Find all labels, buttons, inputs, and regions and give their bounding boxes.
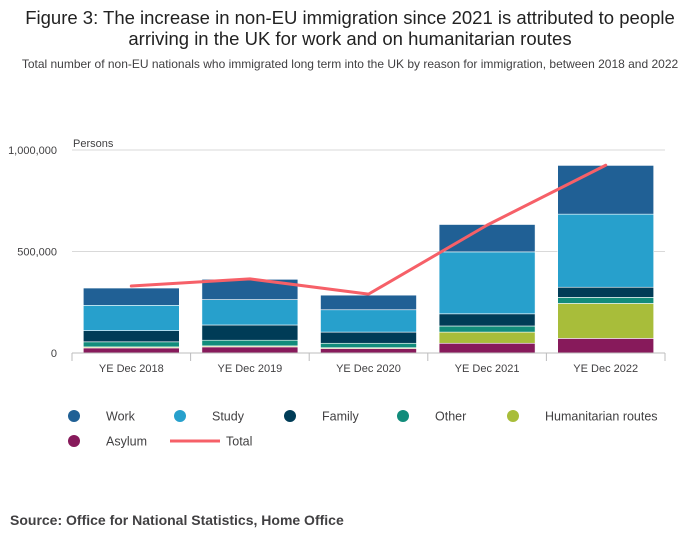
bar-segment-other (201, 339, 299, 347)
bars (83, 165, 655, 354)
y-axis-ticks: 0 500,000 1,000,000 (8, 145, 57, 360)
legend: Work Study Family Other Humanitarian routes A… (68, 410, 658, 449)
legend-label-humanitarian-routes: Humanitarian routes (545, 410, 658, 424)
bar-segment-study (557, 213, 655, 288)
bar-segment-work (438, 224, 536, 253)
chart-title: Figure 3: The increase in non-EU immigra… (25, 7, 675, 49)
legend-label-total: Total (226, 435, 252, 449)
source-note: Source: Office for National Statistics, … (10, 512, 344, 528)
x-tick-label: YE Dec 2022 (573, 363, 638, 375)
total-line-path (129, 163, 608, 296)
y-axis-label: Persons (73, 138, 114, 150)
x-tick-label: YE Dec 2018 (99, 363, 164, 375)
total-line (129, 163, 608, 296)
bar-segment-family (438, 313, 536, 327)
bar-segment-work (83, 287, 180, 306)
bar-segment-asylum (83, 347, 180, 354)
x-tick-label: YE Dec 2021 (455, 363, 520, 375)
bar-segment-humanitarian-routes (438, 331, 536, 344)
bar-segment-asylum (201, 346, 299, 354)
bar-segment-asylum (557, 338, 655, 354)
bar-segment-family (201, 324, 299, 341)
bar-segment-other (83, 341, 180, 348)
bar-segment-work (557, 165, 655, 215)
x-tick-label: YE Dec 2019 (217, 363, 282, 375)
bar-segment-study (201, 299, 299, 326)
y-tick-label: 500,000 (17, 247, 57, 259)
x-tick-label: YE Dec 2020 (336, 363, 401, 375)
legend-swatch-humanitarian-routes (507, 410, 519, 422)
bar-segment-asylum (320, 348, 417, 354)
bar-segment-other (438, 325, 536, 333)
y-tick-label: 0 (51, 348, 57, 360)
bar-segment-study (83, 304, 180, 331)
bar-segment-humanitarian-routes (557, 303, 655, 339)
bar-segment-family (83, 330, 180, 343)
y-tick-label: 1,000,000 (8, 145, 57, 157)
bar-segment-study (320, 309, 417, 333)
legend-label-study: Study (212, 410, 245, 424)
bar-segment-family (557, 286, 655, 298)
legend-swatch-study (174, 410, 186, 422)
legend-label-asylum: Asylum (106, 435, 147, 449)
x-axis: YE Dec 2018 YE Dec 2019 YE Dec 2020 YE Dec … (71, 352, 666, 375)
legend-swatch-asylum (68, 435, 80, 447)
chart-subtitle: Total number of non-EU nationals who imm… (21, 57, 679, 71)
bar-segment-asylum (438, 342, 536, 354)
legend-swatch-other (397, 410, 409, 422)
bar-segment-study (438, 251, 536, 315)
bar-segment-work (320, 294, 417, 311)
legend-swatch-family (284, 410, 296, 422)
bar-segment-other (557, 297, 655, 304)
legend-label-other: Other (435, 410, 466, 424)
bar-segment-family (320, 331, 417, 344)
bar-segment-other (320, 342, 417, 349)
legend-label-family: Family (322, 410, 360, 424)
legend-label-work: Work (106, 410, 136, 424)
legend-swatch-work (68, 410, 80, 422)
